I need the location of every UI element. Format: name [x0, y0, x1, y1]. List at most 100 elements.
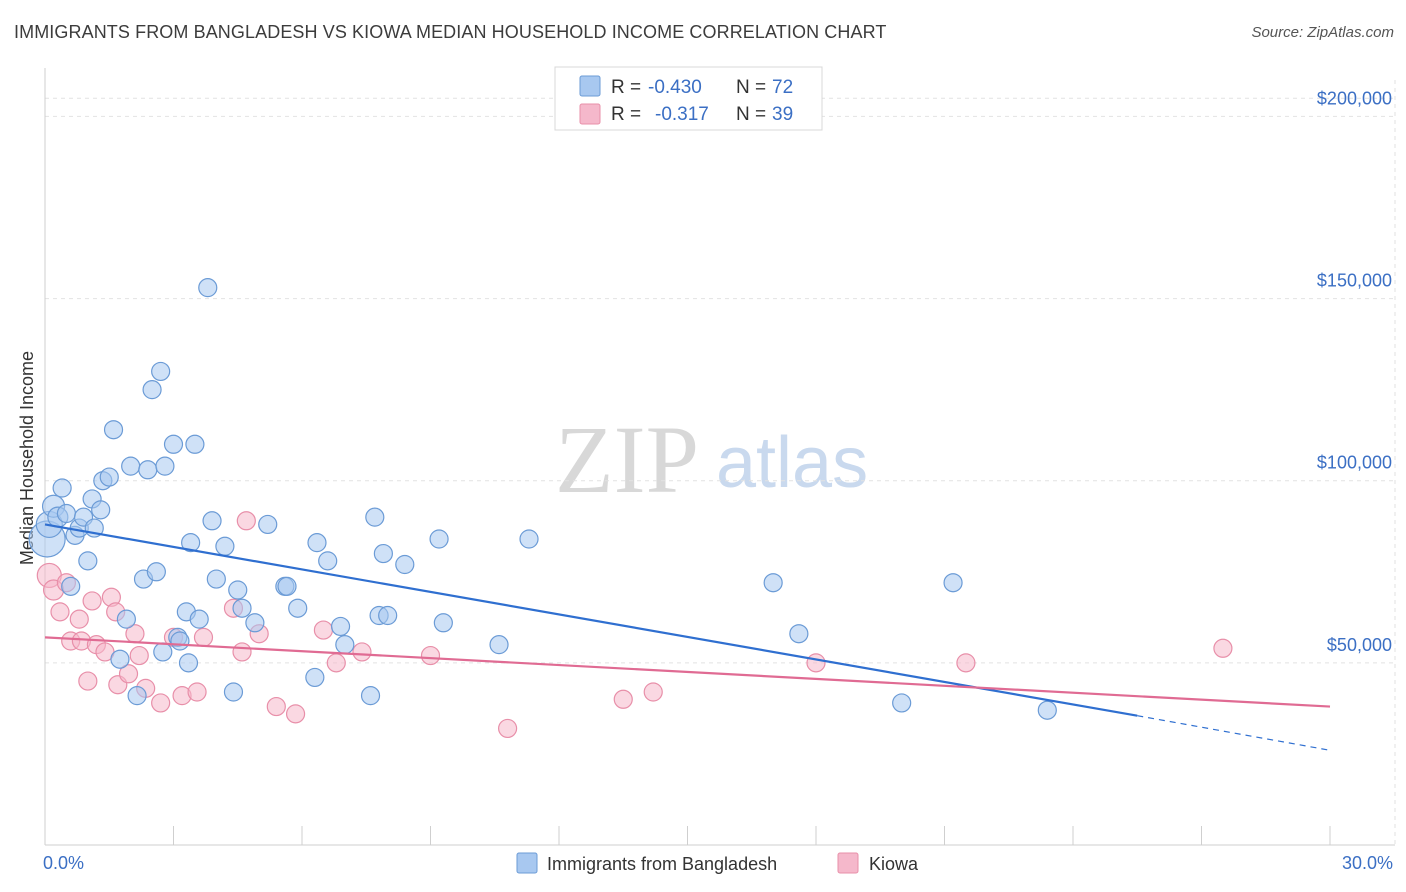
legend-n-label-blue: N = — [736, 77, 766, 98]
source-label: Source: ZipAtlas.com — [1251, 24, 1394, 41]
bangladesh-point — [127, 686, 147, 706]
kiowa-point — [193, 627, 214, 647]
kiowa-point — [420, 645, 441, 666]
kiowa-point — [326, 653, 346, 673]
x-tick-label-min: 0.0% — [43, 853, 84, 873]
bangladesh-point — [395, 554, 415, 575]
bangladesh-point — [305, 667, 325, 688]
bangladesh-point — [307, 533, 327, 553]
bangladesh-trend-extension — [1137, 715, 1331, 751]
kiowa-trend-line — [44, 636, 1331, 708]
bangladesh-point — [116, 609, 136, 629]
y-tick-label: $50,000 — [1327, 635, 1392, 655]
axes — [44, 68, 1395, 846]
bangladesh-point — [189, 609, 209, 629]
bangladesh-point — [489, 635, 509, 655]
legend-swatch-pink — [579, 103, 601, 125]
kiowa-point — [498, 718, 518, 739]
kiowa-point — [1213, 638, 1233, 658]
kiowa-point — [352, 642, 372, 662]
bangladesh-point — [373, 543, 393, 564]
bangladesh-point — [151, 361, 171, 382]
y-axis-title: Median Household Income — [17, 351, 37, 565]
bangladesh-point — [789, 624, 809, 644]
bangladesh-point — [56, 503, 77, 524]
watermark-atlas: atlas — [716, 423, 868, 503]
bangladesh-point — [198, 278, 218, 298]
bangladesh-point — [365, 507, 385, 527]
legend-n-value-pink: 39 — [772, 104, 793, 125]
bangladesh-point — [163, 434, 184, 454]
kiowa-point — [69, 609, 89, 629]
trend-lines — [44, 523, 1331, 751]
bangladesh-point — [185, 434, 205, 454]
bangladesh-point — [121, 456, 141, 476]
bangladesh-point — [433, 613, 453, 633]
legend-r-value-blue: -0.430 — [648, 77, 702, 98]
bangladesh-point — [215, 536, 235, 556]
bangladesh-point — [110, 649, 130, 669]
bangladesh-point — [206, 569, 226, 589]
legend-swatch-blue — [579, 75, 601, 97]
bangladesh-point — [943, 573, 963, 593]
bangladesh-points — [28, 278, 1057, 720]
watermark: ZIP atlas — [555, 406, 868, 513]
kiowa-point — [232, 642, 252, 662]
bangladesh-point — [258, 514, 278, 535]
bangladesh-point — [155, 456, 175, 476]
kiowa-point — [50, 602, 70, 622]
bangladesh-point — [1037, 700, 1057, 720]
bangladesh-point — [99, 467, 119, 487]
kiowa-point — [313, 620, 334, 640]
kiowa-point — [236, 511, 256, 531]
legend-r-label-pink: R = — [611, 104, 641, 125]
bangladesh-point — [519, 529, 539, 549]
bangladesh-point — [146, 562, 166, 582]
x-tick-labels: 0.0% 30.0% — [43, 853, 1393, 873]
bangladesh-point — [335, 635, 355, 655]
bangladesh-trend-line — [44, 523, 1138, 717]
chart-title: IMMIGRANTS FROM BANGLADESH VS KIOWA MEDI… — [14, 22, 887, 42]
bangladesh-point — [277, 576, 297, 596]
kiowa-point — [151, 693, 171, 713]
kiowa-point — [266, 696, 286, 717]
bangladesh-point — [170, 631, 190, 651]
watermark-zip: ZIP — [555, 406, 699, 513]
legend-n-label-pink: N = — [736, 104, 766, 125]
legend-n-value-blue: 72 — [772, 77, 793, 98]
bangladesh-point — [318, 551, 338, 571]
legend-bottom-swatch-pink — [837, 852, 859, 874]
legend-r-label-blue: R = — [611, 77, 641, 98]
bangladesh-point — [202, 511, 222, 531]
bangladesh-point — [78, 551, 98, 571]
bangladesh-point — [228, 580, 248, 600]
bangladesh-point — [103, 420, 124, 440]
kiowa-point — [806, 653, 826, 673]
legend-bottom-label-blue: Immigrants from Bangladesh — [547, 854, 777, 874]
bangladesh-point — [181, 533, 201, 553]
bangladesh-point — [429, 529, 449, 549]
kiowa-point — [82, 591, 102, 611]
bangladesh-point — [91, 500, 111, 520]
legend-bottom-label-pink: Kiowa — [869, 854, 919, 874]
y-tick-label: $100,000 — [1317, 453, 1392, 473]
legend-r-value-pink: -0.317 — [655, 104, 709, 125]
y-tick-labels: $50,000 $100,000 $150,000 $200,000 — [1317, 88, 1392, 654]
bangladesh-point — [245, 613, 265, 633]
bangladesh-point — [61, 576, 81, 596]
bangladesh-point — [223, 682, 244, 702]
bangladesh-point — [142, 380, 162, 400]
kiowa-point — [285, 704, 306, 724]
bangladesh-point — [178, 653, 199, 673]
bangladesh-point — [52, 478, 72, 498]
bangladesh-point — [153, 642, 173, 662]
kiowa-point — [956, 653, 976, 673]
kiowa-point — [78, 671, 98, 691]
x-tick-label-max: 30.0% — [1342, 853, 1393, 873]
legend-bottom: Immigrants from Bangladesh Kiowa — [516, 852, 919, 874]
bangladesh-point — [138, 460, 158, 480]
legend-bottom-swatch-blue — [516, 852, 538, 874]
bangladesh-point — [763, 573, 783, 593]
y-tick-label: $200,000 — [1317, 88, 1392, 108]
